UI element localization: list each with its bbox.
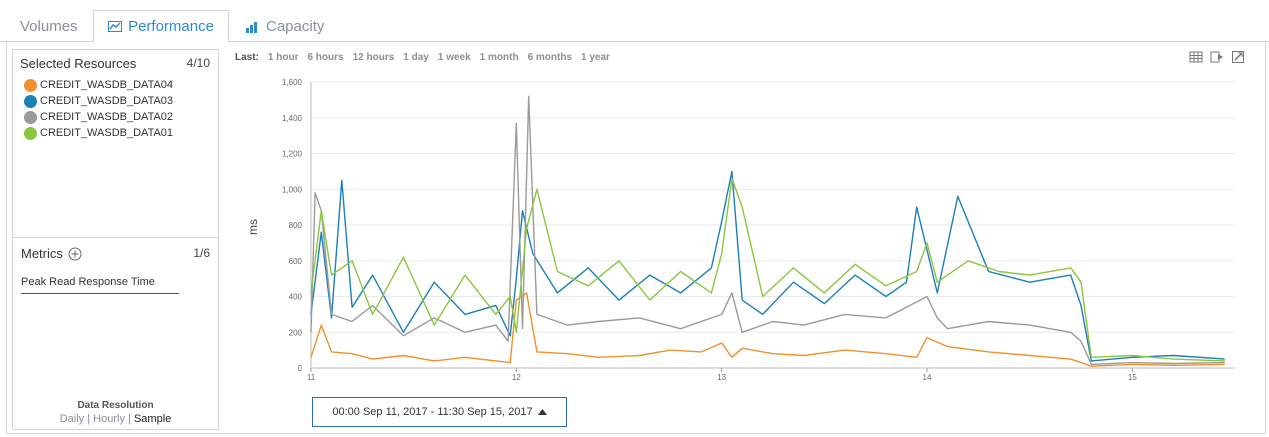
x-tick-label: 15 [1128,373,1137,382]
resource-label: CREDIT_WASDB_DATA02 [40,111,174,123]
chart-series [310,95,1225,367]
resolution-hourly[interactable]: Hourly [93,413,125,425]
resource-item[interactable]: CREDIT_WASDB_DATA03 [24,93,173,109]
tab-volumes-label: Volumes [20,18,78,35]
x-axis-ticks: 11 12 13 14 15 [307,368,1137,382]
resource-label: CREDIT_WASDB_DATA04 [40,79,174,91]
tab-volumes[interactable]: Volumes [6,10,92,43]
chart-grid [310,81,1235,369]
resources-panel: Selected Resources 4/10 CREDIT_WASDB_DAT… [12,49,219,430]
time-range-button[interactable]: 00:00 Sep 11, 2017 - 11:30 Sep 15, 2017 [312,397,567,427]
series-line[interactable] [310,292,1225,367]
y-tick-label: 1,600 [282,78,303,87]
x-tick-label: 12 [512,373,521,382]
series-color-dot [24,126,37,140]
popout-icon[interactable] [1231,50,1245,64]
y-tick-label: 800 [289,221,303,230]
range-6-months[interactable]: 6 months [527,52,573,63]
resource-label: CREDIT_WASDB_DATA03 [40,95,174,107]
y-tick-label: 200 [289,328,303,337]
resource-item[interactable]: CREDIT_WASDB_DATA02 [24,109,173,125]
metric-item[interactable]: Peak Read Response Time [21,276,179,294]
resource-item[interactable]: CREDIT_WASDB_DATA01 [24,125,173,141]
x-tick-label: 11 [307,373,316,382]
range-1-day[interactable]: 1 day [403,52,429,63]
range-1-hour[interactable]: 1 hour [267,52,299,63]
selected-resources-count: 4/10 [186,56,210,70]
caret-up-icon [537,406,547,418]
range-6-hours[interactable]: 6 hours [307,52,344,63]
tab-capacity[interactable]: Capacity [232,10,338,43]
export-icon[interactable] [1210,50,1224,64]
add-metric-icon[interactable] [68,247,82,261]
selected-resources-title: Selected Resources [20,56,137,71]
resolution-options: Daily | Hourly | Sample [59,413,172,425]
last-label: Last: [235,52,259,63]
section-divider [13,237,218,238]
table-view-icon[interactable] [1189,50,1203,64]
resolution-daily[interactable]: Daily [59,413,85,425]
metrics-title: Metrics [21,246,82,261]
performance-panel [6,42,1266,434]
y-tick-label: 1,400 [282,114,303,123]
y-tick-label: 600 [289,257,303,266]
capacity-bars-icon [246,21,260,33]
range-1-year[interactable]: 1 year [581,52,610,63]
time-range-selector: Last: 1 hour 6 hours 12 hours 1 day 1 we… [235,52,610,63]
data-resolution-label: Data Resolution [77,400,154,411]
time-range-label: 00:00 Sep 11, 2017 - 11:30 Sep 15, 2017 [332,406,533,418]
tab-bar: Volumes Performance Capacity [0,0,1269,43]
y-axis-ticks: 0 200 400 600 800 1,000 1,200 1,400 1,600 [282,78,303,373]
metrics-count: 1/6 [193,246,210,260]
series-line[interactable] [310,177,1225,362]
metrics-title-label: Metrics [21,246,63,261]
tab-performance-label: Performance [128,18,214,35]
series-line[interactable] [310,170,1225,362]
resolution-sample[interactable]: Sample [133,413,172,425]
resource-item[interactable]: CREDIT_WASDB_DATA04 [24,77,173,93]
series-line[interactable] [310,95,1225,366]
tab-capacity-label: Capacity [266,18,325,35]
range-12-hours[interactable]: 12 hours [352,52,395,63]
range-1-week[interactable]: 1 week [437,52,471,63]
y-axis-label: ms [246,219,260,235]
y-tick-label: 1,200 [282,150,303,159]
series-color-dot [24,94,37,108]
series-color-dot [24,110,37,124]
chart-tools [1182,50,1245,64]
tab-performance[interactable]: Performance [93,10,229,43]
data-resolution: Data Resolution Daily | Hourly | Sample [13,400,218,425]
range-1-month[interactable]: 1 month [479,52,519,63]
x-tick-label: 13 [717,373,726,382]
y-tick-label: 400 [289,293,303,302]
y-tick-label: 1,000 [282,185,303,194]
performance-chart: 0 200 400 600 800 1,000 1,200 1,400 1,600 11 12 13… [246,78,1235,382]
series-color-dot [24,78,37,92]
x-tick-label: 14 [923,373,932,382]
performance-chart-icon [108,21,123,32]
resource-label: CREDIT_WASDB_DATA01 [40,127,174,139]
y-tick-label: 0 [298,364,303,373]
